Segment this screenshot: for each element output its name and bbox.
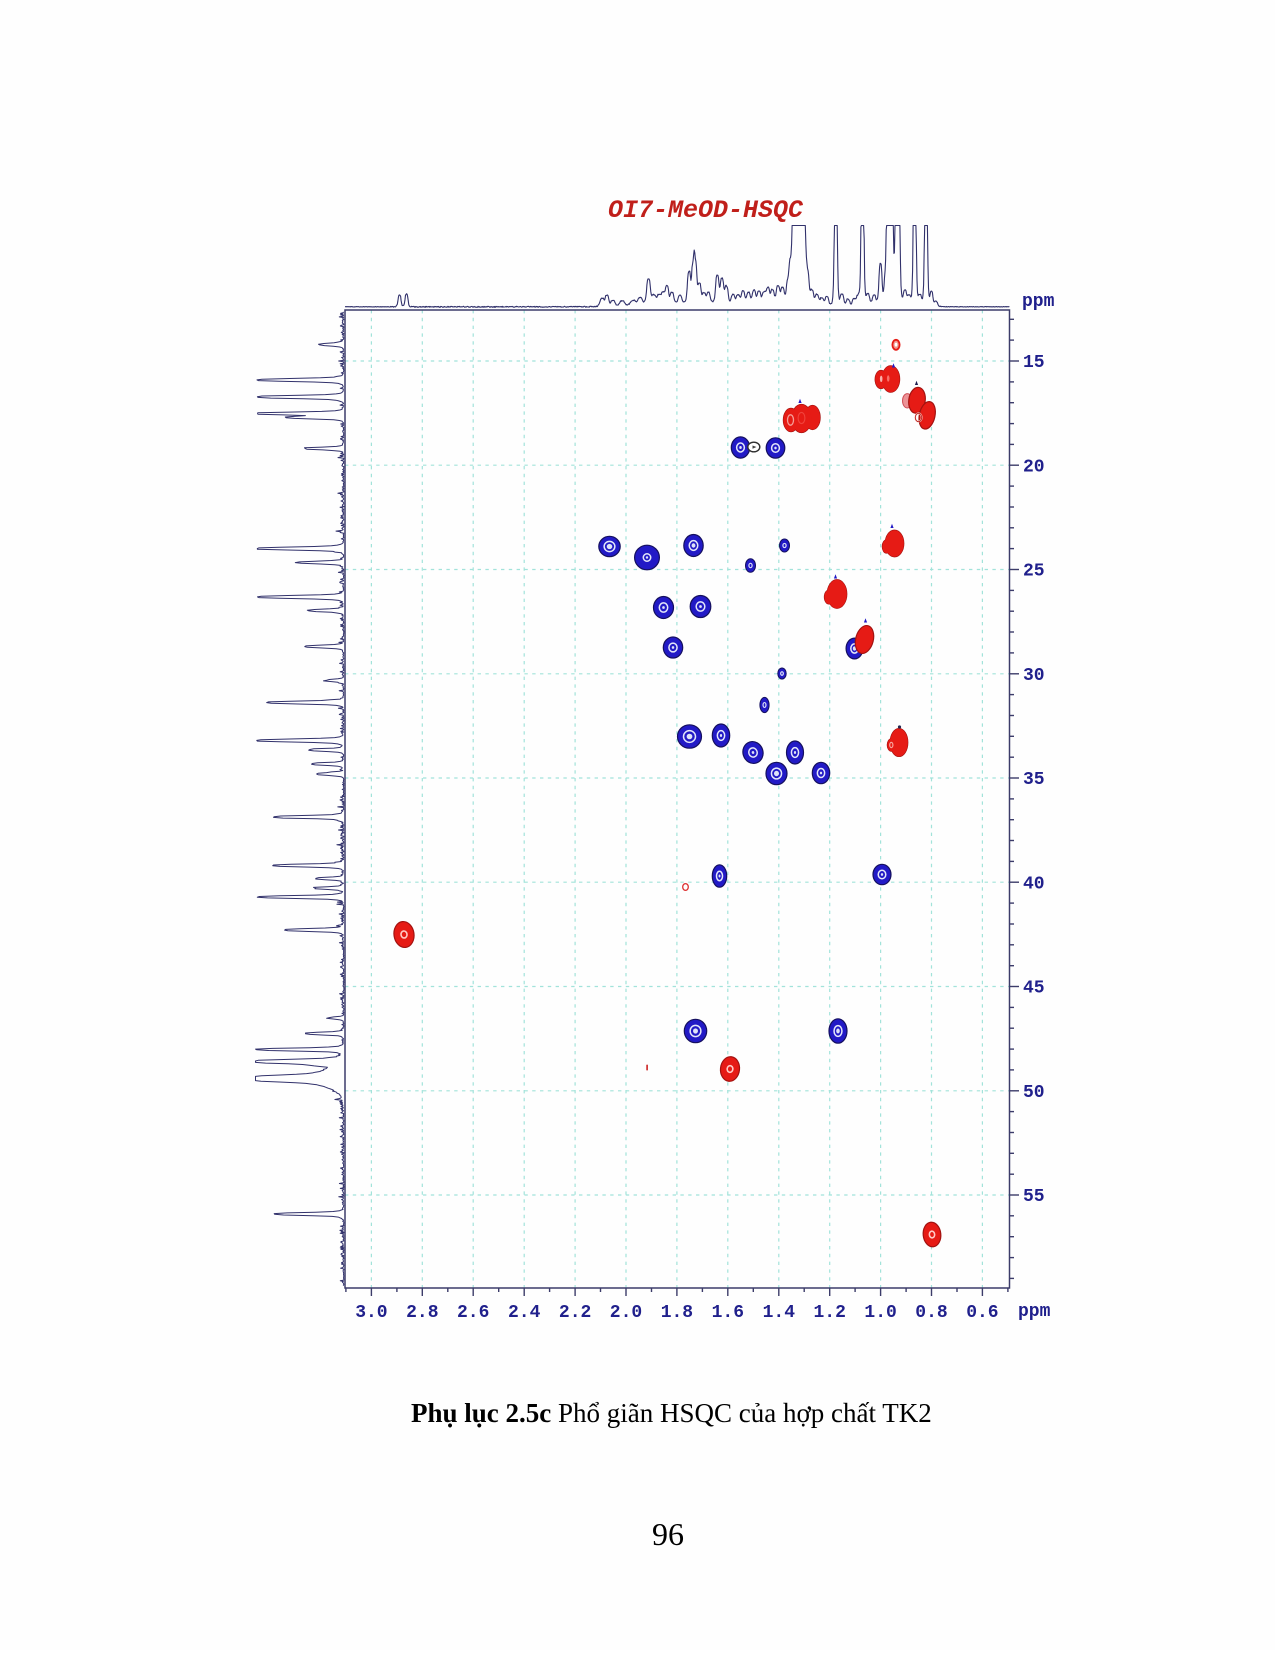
svg-text:1.4: 1.4: [763, 1303, 796, 1323]
svg-text:1.6: 1.6: [712, 1303, 744, 1323]
svg-text:35: 35: [1023, 770, 1045, 790]
svg-text:0.6: 0.6: [966, 1303, 998, 1323]
svg-text:30: 30: [1023, 666, 1045, 686]
svg-text:3.0: 3.0: [355, 1303, 387, 1323]
svg-text:2.8: 2.8: [406, 1303, 438, 1323]
svg-text:45: 45: [1023, 979, 1045, 999]
svg-text:1.8: 1.8: [661, 1303, 693, 1323]
svg-text:25: 25: [1023, 562, 1045, 582]
svg-text:96: 96: [652, 1516, 684, 1552]
svg-text:1.0: 1.0: [864, 1303, 896, 1323]
svg-text:Phụ lục 2.5c Phổ giãn HSQC của: Phụ lục 2.5c Phổ giãn HSQC của hợp chất …: [411, 1398, 932, 1428]
svg-text:15: 15: [1023, 353, 1045, 373]
svg-text:OI7-MeOD-HSQC: OI7-MeOD-HSQC: [608, 196, 804, 225]
svg-text:2.4: 2.4: [508, 1303, 541, 1323]
svg-text:40: 40: [1023, 875, 1045, 895]
svg-text:20: 20: [1023, 457, 1045, 477]
svg-text:2.0: 2.0: [610, 1303, 642, 1323]
svg-text:50: 50: [1023, 1083, 1045, 1103]
svg-text:55: 55: [1023, 1187, 1045, 1207]
svg-text:ppm: ppm: [1022, 292, 1055, 312]
svg-text:ppm: ppm: [1018, 1302, 1051, 1322]
svg-text:2.2: 2.2: [559, 1303, 591, 1323]
svg-text:0.8: 0.8: [915, 1303, 947, 1323]
svg-text:1.2: 1.2: [813, 1303, 845, 1323]
svg-text:2.6: 2.6: [457, 1303, 489, 1323]
